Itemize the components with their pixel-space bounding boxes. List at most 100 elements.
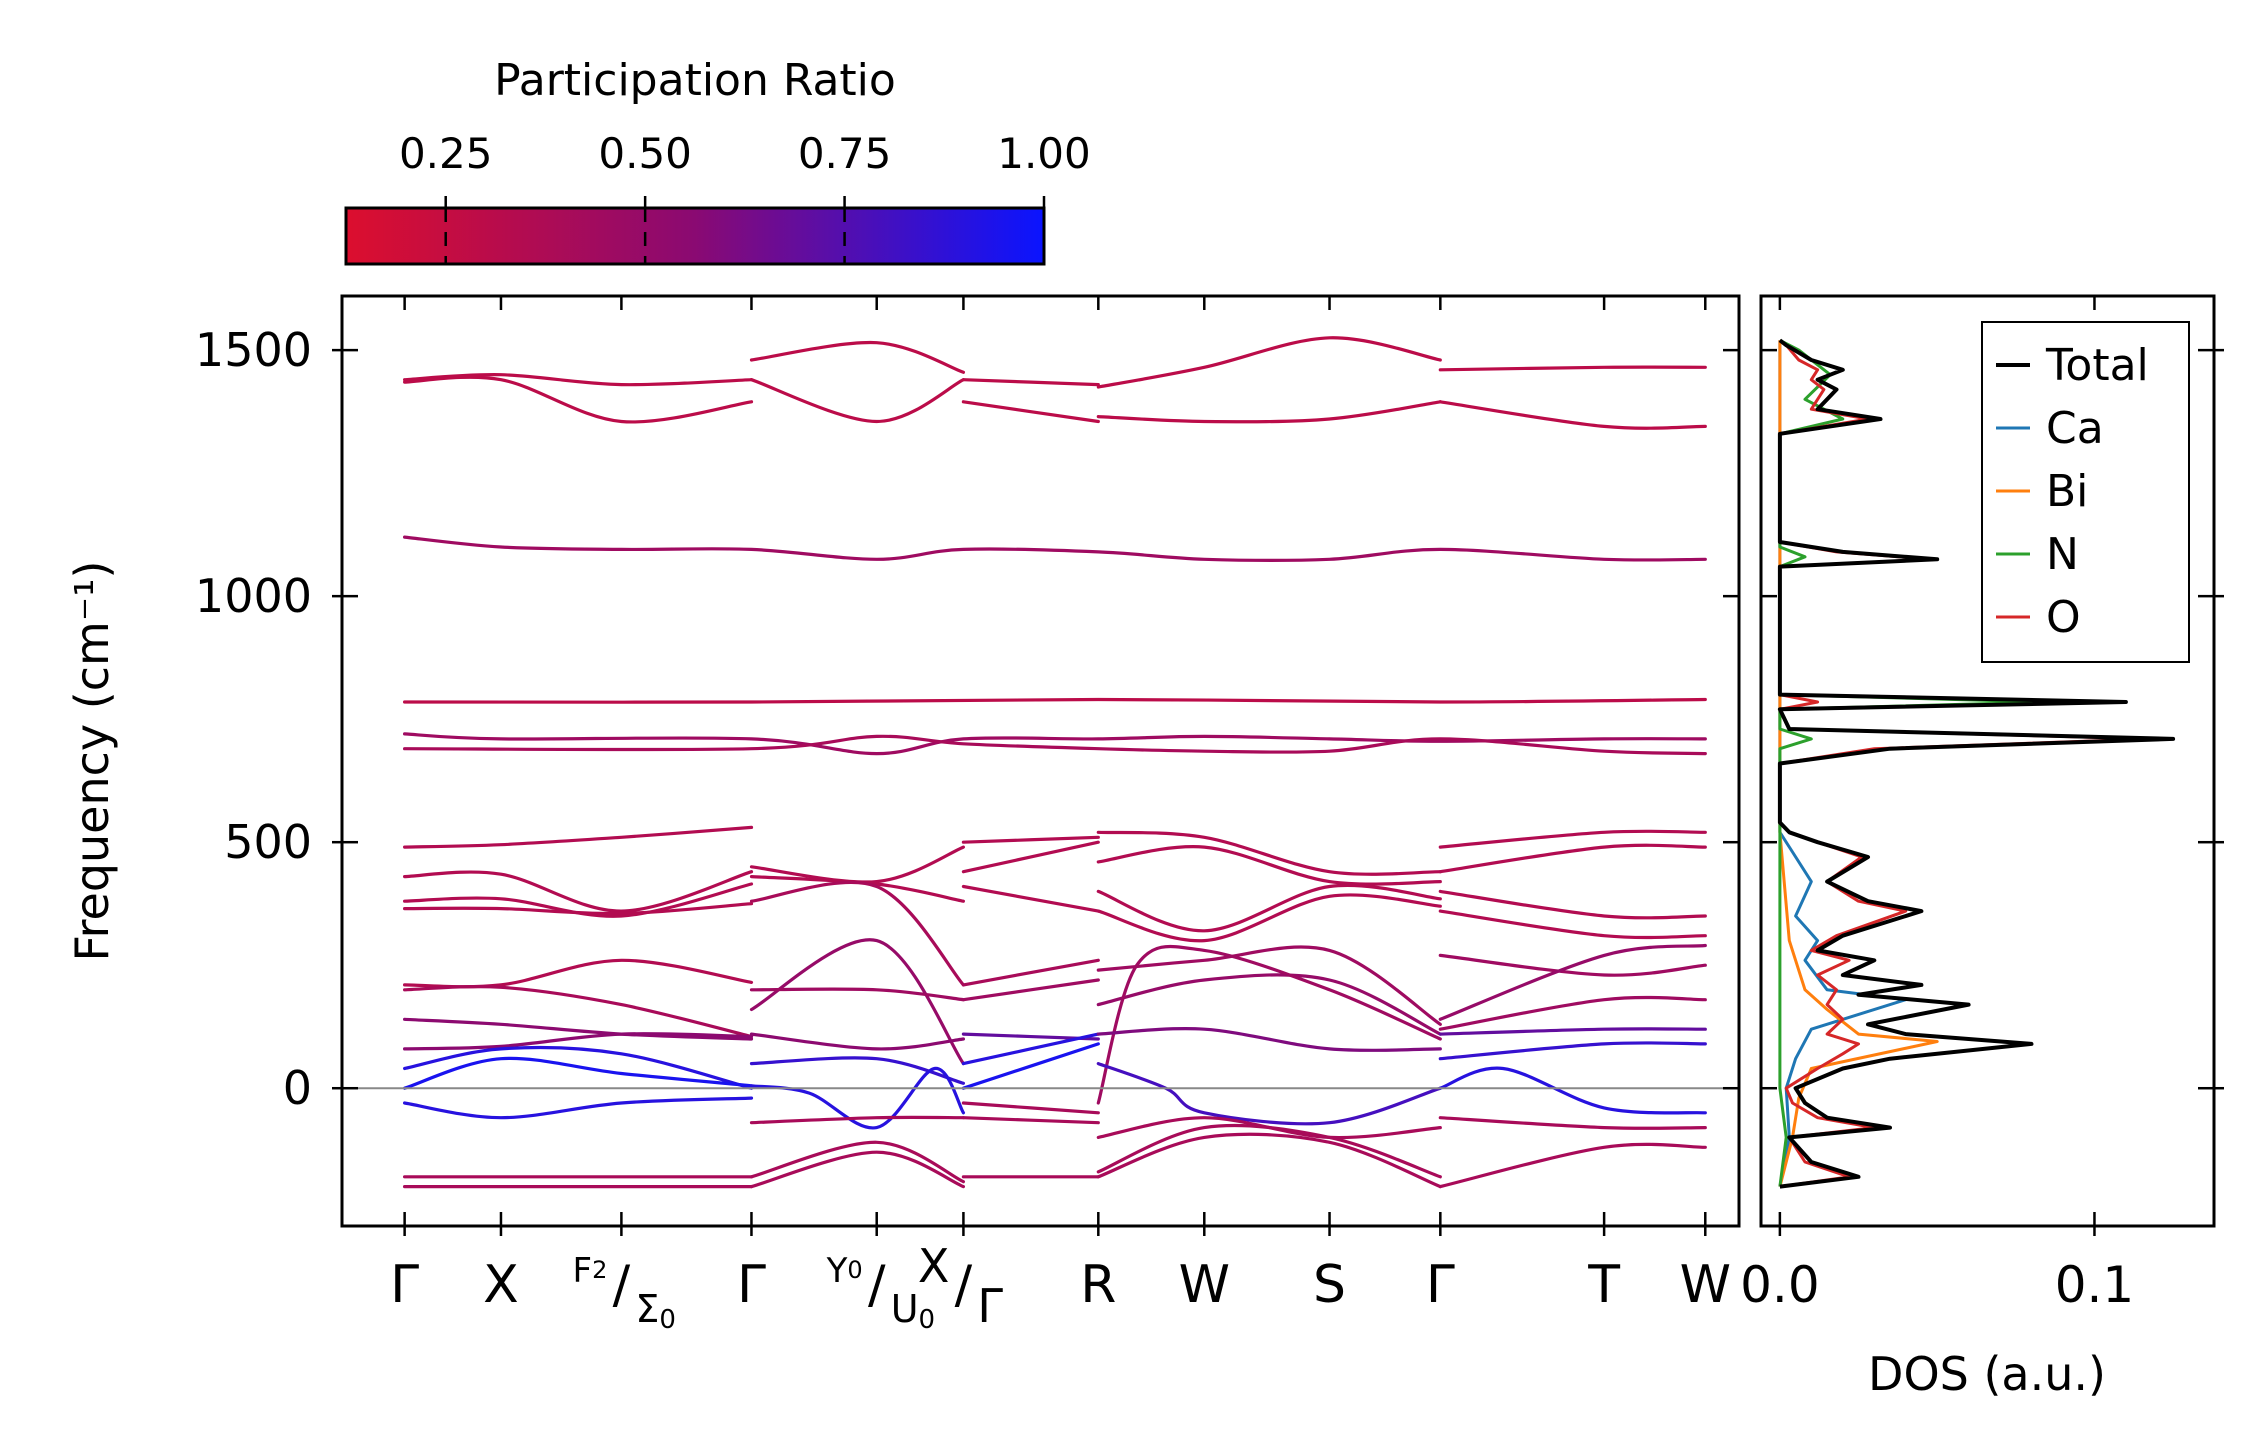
- phonon-band-line: [961, 835, 1100, 844]
- phonon-band-line: [749, 1150, 965, 1189]
- phonon-band-line: [749, 340, 965, 374]
- phonon-band-line: [961, 884, 1100, 913]
- k-point-slash: /: [868, 1255, 886, 1315]
- phonon-band-line: [403, 1096, 754, 1120]
- legend-label: Total: [2045, 340, 2149, 391]
- phonon-band-line: [403, 958, 754, 989]
- phonon-band-line: [749, 1066, 965, 1130]
- phonon-band-line: [403, 985, 754, 1039]
- phonon-band-line: [1096, 1123, 1442, 1179]
- phonon-band-line: [403, 373, 754, 387]
- phonon-band-line: [1438, 1066, 1707, 1115]
- phonon-band-line: [1438, 400, 1707, 430]
- phonon-band-line: [1096, 1027, 1442, 1052]
- phonon-band-line: [749, 378, 965, 424]
- dos-x-axis-label: DOS (a.u.): [1868, 1347, 2106, 1401]
- k-point-label: Γ: [390, 1255, 419, 1315]
- phonon-band-line: [749, 845, 965, 884]
- phonon-band-line: [749, 1115, 965, 1125]
- k-point-label: T: [1587, 1255, 1620, 1315]
- band-plot-frame: [340, 294, 1741, 1228]
- phonon-band-line: [749, 875, 965, 903]
- colorbar: Participation Ratio 0.25 0.50 0.75 1.00: [344, 55, 1091, 266]
- k-point-label: R: [1080, 1255, 1116, 1315]
- phonon-band-line: [403, 902, 754, 916]
- phonon-band-line: [1096, 336, 1442, 389]
- phonon-band-line: [1438, 943, 1707, 1021]
- phonon-band-line: [1438, 829, 1707, 849]
- phonon-band-line: [961, 1042, 1100, 1090]
- phonon-band-line: [1096, 945, 1442, 1026]
- y-tick-label: 1500: [195, 323, 312, 377]
- phonon-band-line: [961, 400, 1100, 424]
- k-point-label: Y0: [826, 1251, 863, 1291]
- phonon-band-line: [403, 1056, 754, 1090]
- legend-label: O: [2046, 592, 2081, 643]
- k-point-label: U0: [891, 1287, 935, 1335]
- k-point-label: Γ: [1426, 1255, 1455, 1315]
- dos-x-tick-label: 0.0: [1740, 1256, 1820, 1314]
- phonon-band-line: [1438, 1027, 1707, 1036]
- phonon-band-line: [1096, 1132, 1442, 1189]
- k-point-slash: /: [613, 1255, 631, 1315]
- phonon-band-line: [1438, 1142, 1707, 1189]
- phonon-band-line: [403, 870, 754, 913]
- phonon-band-line: [403, 825, 754, 849]
- phonon-band-line: [403, 1032, 754, 1051]
- phonon-band-line: [749, 1032, 965, 1051]
- k-point-label: Γ: [977, 1279, 1003, 1333]
- colorbar-title: Participation Ratio: [494, 55, 896, 106]
- phonon-band-line: [403, 697, 1707, 704]
- phonon-band-line: [961, 958, 1100, 987]
- phonon-band-line: [1438, 909, 1707, 940]
- phonon-band-line: [1438, 365, 1707, 372]
- y-tick-label: 0: [283, 1061, 312, 1115]
- phonon-band-line: [1438, 843, 1707, 874]
- phonon-band-line: [961, 1032, 1100, 1066]
- legend-label: N: [2046, 529, 2079, 580]
- k-point-label: X: [483, 1255, 519, 1315]
- dos-plot-frame: [1759, 294, 2216, 1228]
- legend-label: Bi: [2046, 466, 2088, 517]
- phonon-band-line: [961, 840, 1100, 874]
- y-tick-label: 1000: [195, 569, 312, 623]
- phonon-band-line: [961, 1116, 1100, 1125]
- phonon-band-line: [749, 1056, 965, 1085]
- phonon-band-line: [1096, 944, 1442, 1105]
- k-point-label: Γ: [737, 1255, 766, 1315]
- phonon-band-line: [403, 375, 754, 424]
- k-point-label: W: [1680, 1255, 1731, 1315]
- phonon-band-line: [1096, 893, 1442, 943]
- y-tick-label: 500: [224, 815, 312, 869]
- dos-x-tick-label: 0.1: [2055, 1256, 2135, 1314]
- y-axis-label: Frequency (cm⁻¹): [65, 561, 119, 962]
- dos-panel: 0.0 0.1 DOS (a.u.) Total Ca Bi NO: [1740, 294, 2224, 1401]
- phonon-band-line: [1438, 1041, 1707, 1061]
- phonon-band-line: [1438, 995, 1707, 1031]
- colorbar-tick-label: 0.50: [598, 129, 692, 178]
- phonon-band-line: [1096, 883, 1442, 933]
- dos-line-bi: [1778, 340, 1939, 1187]
- phonon-band-line: [1096, 973, 1442, 1036]
- phonon-band-line: [961, 1101, 1100, 1115]
- phonon-band-line: [961, 978, 1100, 1002]
- phonon-band-line: [1438, 953, 1707, 977]
- phonon-band-line: [749, 880, 965, 987]
- phonon-band-line: [961, 378, 1100, 387]
- phonon-band-line: [1096, 845, 1442, 886]
- phonon-band-line: [1096, 1062, 1442, 1126]
- dos-line-total: [1777, 338, 2176, 1189]
- phonon-band-line: [403, 535, 1707, 562]
- k-point-label: Σ0: [635, 1287, 676, 1335]
- phonon-band-line: [749, 938, 965, 1066]
- phonon-band-line: [403, 1045, 754, 1090]
- phonon-band-line: [403, 1017, 754, 1041]
- phonon-band-line: [403, 734, 1707, 756]
- phonon-band-line: [1438, 1116, 1707, 1130]
- phonon-band-line: [749, 1140, 965, 1184]
- k-point-slash: /: [955, 1255, 973, 1315]
- k-point-label: X: [918, 1239, 950, 1293]
- k-point-label: F2: [573, 1251, 608, 1291]
- phonon-band-line: [961, 1032, 1100, 1041]
